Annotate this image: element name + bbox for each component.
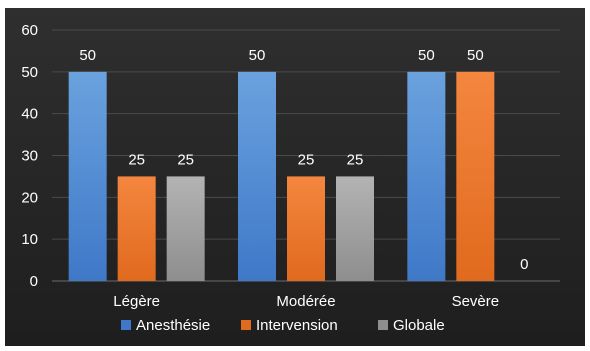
category-label: Sevère <box>452 293 500 310</box>
bar-globale-0 <box>166 176 205 281</box>
bars <box>68 71 495 281</box>
data-label: 0 <box>520 256 528 273</box>
y-tick-label: 20 <box>21 189 38 206</box>
legend: Anesthésie Intervension Globale <box>121 317 445 334</box>
legend-swatch <box>241 320 251 330</box>
legend-swatch <box>378 320 388 330</box>
bar-anesth-sie-1 <box>238 71 276 281</box>
y-tick-label: 30 <box>21 148 38 165</box>
bar-intervension-2 <box>456 71 495 281</box>
legend-label: Intervension <box>256 317 338 334</box>
bar-intervension-0 <box>117 176 156 281</box>
y-tick-label: 10 <box>21 231 38 248</box>
data-label: 25 <box>128 151 145 168</box>
data-label: 25 <box>298 151 315 168</box>
bar-globale-1 <box>336 176 374 281</box>
data-label: 50 <box>467 47 484 64</box>
y-tick-label: 60 <box>21 22 38 39</box>
category-label: Modérée <box>276 293 335 310</box>
y-tick-label: 40 <box>21 106 38 123</box>
data-label: 50 <box>79 47 96 64</box>
data-label: 50 <box>249 47 266 64</box>
legend-label: Globale <box>393 317 445 334</box>
bar-chart: 0 10 20 30 40 50 60 50 25 25 50 25 25 50 50 0 Légère Mo… <box>5 8 585 346</box>
data-labels: 50 25 25 50 25 25 50 50 0 <box>79 47 528 273</box>
y-tick-label: 50 <box>21 64 38 81</box>
x-axis-categories: Légère Modérée Sevère <box>113 293 499 310</box>
y-tick-label: 0 <box>30 273 38 290</box>
y-axis-ticks: 0 10 20 30 40 50 60 <box>21 22 38 290</box>
data-label: 50 <box>418 47 435 64</box>
data-label: 25 <box>347 151 364 168</box>
chart-svg: 0 10 20 30 40 50 60 50 25 25 50 25 25 50 50 0 Légère Mo… <box>5 8 585 346</box>
bar-anesth-sie-2 <box>407 71 446 281</box>
bar-anesth-sie-0 <box>68 71 107 281</box>
legend-label: Anesthésie <box>136 317 210 334</box>
bar-intervension-1 <box>287 176 325 281</box>
category-label: Légère <box>113 293 160 310</box>
legend-swatch <box>121 320 131 330</box>
data-label: 25 <box>177 151 194 168</box>
